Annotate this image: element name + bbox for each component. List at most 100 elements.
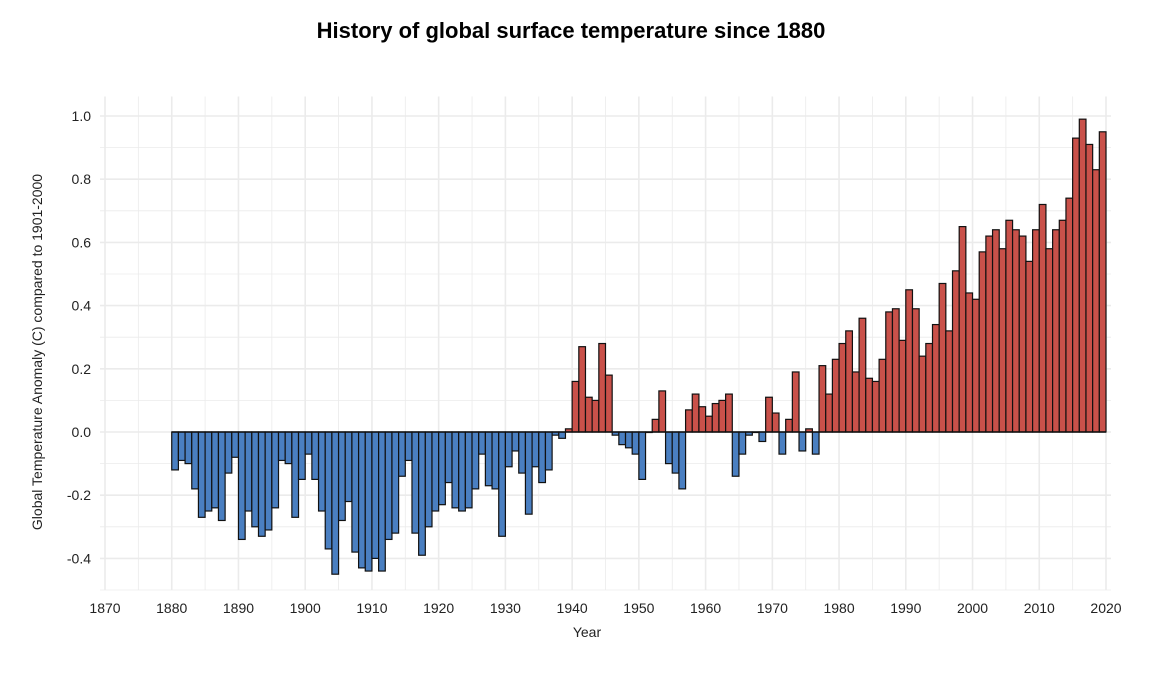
- x-tick-label: 1870: [89, 600, 120, 616]
- bar-1898: [291, 431, 300, 518]
- bar-1926: [478, 431, 486, 455]
- bar-1972: [785, 418, 793, 433]
- bar-1911: [378, 431, 386, 572]
- bar-1884: [197, 431, 206, 518]
- x-tick-label: 1930: [490, 600, 521, 616]
- bar-1893: [257, 431, 266, 537]
- bar-1977: [818, 365, 827, 433]
- bar-1952: [651, 418, 660, 433]
- bar-1994: [931, 323, 940, 433]
- bars: [171, 118, 1107, 575]
- bar-1919: [431, 431, 440, 512]
- bar-1902: [317, 431, 326, 512]
- bar-1888: [224, 431, 233, 474]
- bar-1959: [698, 406, 707, 433]
- bar-1986: [878, 358, 887, 433]
- bar-1988: [891, 308, 900, 433]
- y-tick-label: 0.2: [72, 361, 92, 377]
- bar-2005: [1005, 219, 1014, 433]
- bar-1989: [898, 339, 907, 433]
- x-tick-label: 2010: [1024, 600, 1055, 616]
- bar-1981: [845, 330, 854, 433]
- bar-2018: [1092, 169, 1100, 433]
- bar-2004: [998, 248, 1007, 433]
- bar-1935: [538, 431, 547, 484]
- bar-1897: [284, 431, 293, 465]
- bar-1971: [778, 431, 787, 455]
- bar-1881: [177, 431, 186, 462]
- bar-2015: [1072, 137, 1080, 433]
- x-tick-label: 1880: [156, 600, 187, 616]
- bar-1880: [171, 431, 180, 471]
- x-tick-labels: 1870 1880 1890 1900 1910 1920 1930 1940 1950 1960…: [89, 600, 1121, 616]
- bar-1960: [704, 415, 713, 433]
- x-tick-label: 1890: [223, 600, 254, 616]
- bar-1968: [758, 431, 767, 443]
- bar-1987: [885, 311, 894, 433]
- y-axis-label: Global Temperature Anomaly (C) compared …: [29, 174, 45, 530]
- bar-1970: [771, 412, 780, 433]
- x-tick-label: 1970: [757, 600, 788, 616]
- bar-1904: [331, 431, 340, 575]
- y-tick-label: -0.4: [67, 550, 91, 566]
- bar-1915: [404, 431, 413, 462]
- bar-1978: [825, 393, 833, 433]
- bar-1916: [411, 431, 420, 534]
- bar-1892: [251, 431, 260, 528]
- bar-2001: [978, 251, 987, 433]
- bar-1932: [518, 431, 527, 474]
- bar-1905: [337, 431, 346, 522]
- bar-1922: [451, 431, 460, 509]
- bar-1976: [811, 431, 820, 455]
- bar-1963: [725, 393, 733, 433]
- bar-1942: [584, 396, 593, 433]
- bar-2017: [1085, 143, 1094, 433]
- bar-1885: [204, 431, 213, 512]
- x-tick-label: 1960: [690, 600, 721, 616]
- bar-1886: [211, 431, 220, 509]
- bar-1925: [471, 431, 480, 490]
- bar-1938: [558, 431, 567, 439]
- bar-1985: [871, 380, 880, 433]
- bar-1899: [297, 431, 306, 481]
- x-tick-label: 1910: [356, 600, 387, 616]
- bar-1980: [838, 342, 847, 433]
- bar-1995: [938, 282, 947, 433]
- bar-1948: [624, 431, 633, 449]
- bar-2011: [1045, 248, 1054, 433]
- bar-1913: [391, 431, 400, 534]
- bar-1955: [671, 431, 680, 474]
- bar-1930: [504, 431, 513, 468]
- bar-1999: [965, 292, 974, 433]
- bar-1900: [304, 431, 313, 455]
- bar-1964: [731, 431, 740, 477]
- bar-1956: [678, 431, 687, 490]
- bar-1918: [424, 431, 433, 528]
- bar-1934: [531, 431, 540, 468]
- y-tick-label: 0.6: [72, 234, 92, 250]
- y-tick-label: 1.0: [72, 108, 92, 124]
- bar-1889: [231, 431, 240, 458]
- bar-1920: [438, 431, 446, 506]
- bar-2016: [1078, 118, 1087, 433]
- bar-1979: [831, 358, 840, 433]
- bar-1894: [264, 431, 273, 531]
- bar-1949: [631, 431, 640, 455]
- bar-1983: [858, 317, 867, 433]
- x-tick-label: 1900: [290, 600, 321, 616]
- bar-1887: [217, 431, 226, 522]
- y-tick-label: 0.0: [72, 424, 92, 440]
- bar-1944: [598, 342, 607, 433]
- bar-2009: [1031, 229, 1040, 433]
- bar-2006: [1011, 229, 1020, 433]
- x-tick-label: 1920: [423, 600, 454, 616]
- bar-1943: [591, 399, 600, 433]
- bar-1974: [798, 431, 807, 452]
- y-tick-label: 0.8: [72, 171, 92, 187]
- bar-1957: [684, 409, 693, 433]
- bar-2002: [985, 235, 994, 433]
- y-tick-label: 0.4: [72, 298, 92, 314]
- x-tick-label: 2020: [1090, 600, 1121, 616]
- x-tick-label: 1990: [890, 600, 921, 616]
- bar-1940: [571, 380, 580, 433]
